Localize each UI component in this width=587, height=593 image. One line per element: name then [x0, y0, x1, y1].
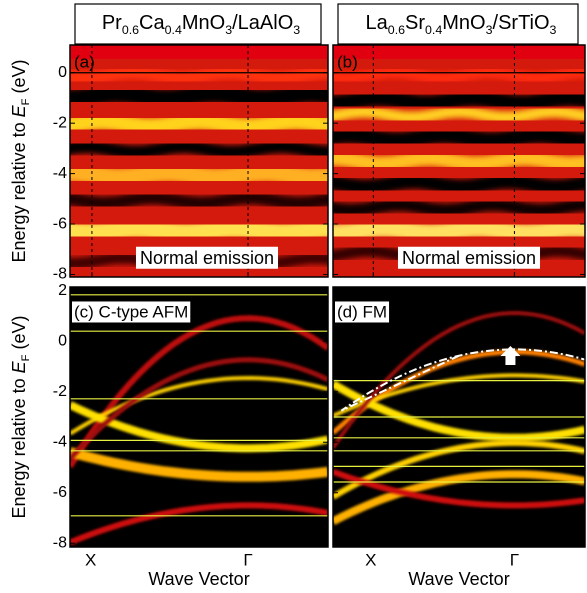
text-segment: /LaAlO	[232, 12, 293, 34]
frame	[69, 44, 329, 278]
panel-label: (a)	[74, 52, 95, 71]
intensity-band	[70, 190, 328, 211]
intensity-band	[70, 111, 328, 136]
band-curve	[70, 401, 328, 453]
text-segment: Energy relative to	[9, 117, 29, 262]
annotation: Normal emission	[402, 248, 536, 268]
y-axis-label: Energy relative to EF (eV)	[9, 60, 32, 263]
intensity-band	[333, 125, 585, 150]
y-tick-label: 2	[58, 282, 67, 299]
annotation-bg	[397, 246, 541, 269]
intensity-band	[333, 66, 585, 85]
text-segment: 0.6	[122, 23, 139, 37]
panel-label: (c) C-type AFM	[74, 302, 188, 321]
text-segment: 0.6	[388, 23, 405, 37]
text-segment: F	[20, 98, 32, 105]
y-tick-label: -4	[53, 433, 67, 450]
band-curve	[333, 440, 585, 500]
band-curve	[70, 375, 328, 436]
panel-title: Pr0.6Ca0.4MnO3/LaAlO3	[102, 12, 300, 37]
intensity-band	[70, 65, 328, 86]
top-strip	[70, 45, 328, 59]
text-segment: (eV)	[9, 316, 29, 355]
annotation: Normal emission	[140, 248, 274, 268]
text-segment: Pr	[102, 12, 122, 34]
x-tick-label: X	[365, 550, 376, 569]
plot-area	[333, 287, 585, 547]
panel-title: La0.6Sr0.4MnO3/SrTiO3	[366, 12, 557, 37]
text-segment: (eV)	[9, 60, 29, 99]
text-segment: 0.4	[165, 23, 182, 37]
panel-label: (b)	[337, 52, 358, 71]
band-curve	[333, 468, 585, 509]
x-tick-label: Γ	[243, 550, 252, 569]
y-tick-label: 0	[58, 64, 67, 81]
intensity-band	[333, 197, 585, 218]
x-axis-label: Wave Vector	[148, 569, 249, 589]
text-segment: 3	[486, 23, 493, 37]
band-curve	[333, 310, 585, 449]
text-segment: 3	[550, 23, 557, 37]
frame	[69, 286, 329, 548]
intensity-band	[70, 139, 328, 160]
text-segment: Energy relative to	[9, 373, 29, 518]
intensity-band	[70, 216, 328, 245]
band-curve	[333, 470, 585, 525]
y-tick-label: -2	[53, 383, 67, 400]
y-tick-label: -2	[53, 114, 67, 131]
panel-label-bg	[335, 301, 390, 323]
plot-area	[70, 287, 328, 547]
y-tick-label: 0	[58, 332, 67, 349]
intensity-band	[333, 173, 585, 196]
x-axis-label: Wave Vector	[408, 569, 509, 589]
text-segment: F	[20, 354, 32, 361]
text-segment: /SrTiO	[493, 12, 550, 34]
text-segment: Ca	[139, 12, 165, 34]
band-curve	[333, 380, 585, 442]
band-curve	[70, 315, 328, 469]
x-tick-label: X	[85, 550, 96, 569]
arrow	[500, 346, 521, 365]
y-tick-label: -8	[53, 266, 67, 283]
title-box	[74, 3, 322, 45]
band-curve	[70, 502, 328, 546]
intensity-band	[333, 150, 585, 172]
text-segment: E	[9, 360, 29, 373]
text-segment: MnO	[442, 12, 485, 34]
intensity-band	[333, 217, 585, 244]
panel-label: (d) FM	[337, 302, 387, 321]
intensity-band	[70, 161, 328, 188]
band-curve	[70, 447, 328, 482]
intensity-band	[333, 88, 585, 113]
text-segment: E	[9, 104, 29, 117]
band-curve	[333, 373, 585, 418]
text-segment: 3	[293, 23, 300, 37]
y-tick-label: -4	[53, 165, 67, 182]
title-box	[337, 3, 579, 45]
y-tick-label: -6	[53, 484, 67, 501]
text-segment: 3	[225, 23, 232, 37]
y-axis-label: Energy relative to EF (eV)	[9, 316, 32, 519]
band-curve	[70, 357, 328, 461]
y-tick-label: -8	[53, 534, 67, 551]
text-segment: La	[366, 12, 389, 34]
x-tick-label: Γ	[510, 550, 519, 569]
plot-area	[70, 45, 328, 277]
top-strip	[333, 45, 585, 59]
frame	[332, 44, 586, 278]
intensity-band	[333, 105, 585, 124]
text-segment: Sr	[405, 12, 425, 34]
guide-curve	[340, 348, 585, 412]
text-segment: 0.4	[425, 23, 442, 37]
text-segment: MnO	[182, 12, 225, 34]
frame	[332, 286, 586, 548]
intensity-band	[70, 82, 328, 109]
annotation-bg	[135, 246, 279, 269]
panel-label-bg	[72, 301, 191, 323]
plot-area	[333, 45, 585, 277]
y-tick-label: -6	[53, 215, 67, 232]
